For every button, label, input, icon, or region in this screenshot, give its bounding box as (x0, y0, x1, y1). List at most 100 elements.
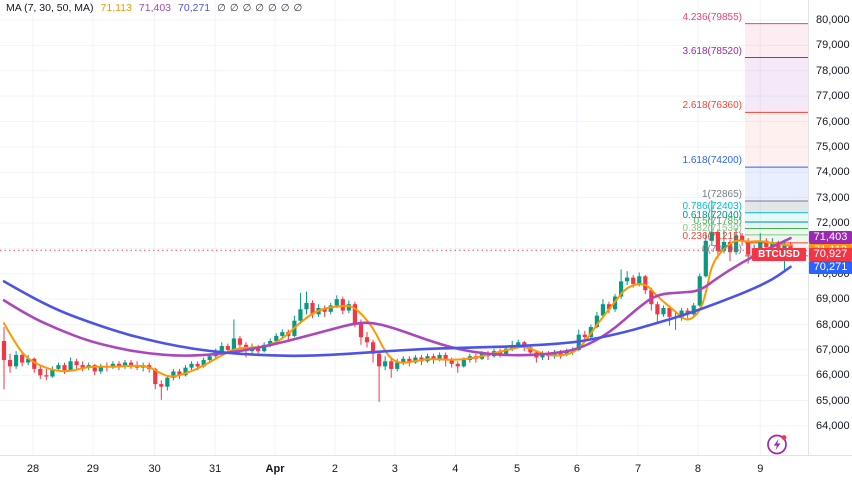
legend-empty-value: ∅ (293, 3, 303, 14)
candle (74, 358, 79, 369)
candle (62, 362, 67, 374)
legend-ma-value: 71,403 (138, 2, 172, 14)
candle (298, 292, 303, 324)
legend-empty-value: ∅ (268, 3, 277, 14)
indicator-legend-title: MA (7, 30, 50, MA) (6, 2, 94, 14)
candle (98, 363, 103, 374)
candle (364, 332, 370, 348)
candle (600, 299, 606, 319)
candle (534, 351, 539, 363)
candles-layer (1, 200, 793, 402)
y-axis-label: 80,000 (816, 14, 850, 26)
y-axis-label: 68,000 (816, 318, 850, 331)
x-axis-label: 31 (209, 463, 222, 475)
candle (20, 352, 25, 367)
x-axis-label: 2 (331, 463, 338, 475)
x-axis-label: 9 (757, 463, 764, 475)
quick-trade-button[interactable] (764, 431, 790, 457)
candle (122, 360, 128, 369)
candle (68, 357, 73, 372)
candle (80, 361, 85, 372)
x-axis-label: Apr (265, 463, 285, 475)
candle (128, 360, 134, 369)
candle (177, 368, 182, 380)
x-axis-label: 7 (634, 463, 642, 475)
x-axis-label: 3 (391, 463, 398, 475)
candle (655, 301, 660, 322)
x-axis-label: 28 (26, 463, 40, 475)
y-axis-label: 77,000 (816, 90, 850, 103)
y-axis-label: 71,000 (816, 242, 850, 255)
candle (171, 368, 176, 381)
ma-line-ma7 (3, 239, 792, 378)
candle (709, 200, 714, 246)
candle (667, 306, 672, 326)
candle (189, 361, 194, 371)
y-axis-label: 74,000 (816, 166, 850, 179)
moving-averages-layer (2, 236, 792, 378)
y-axis-label: 69,000 (816, 293, 850, 306)
candle (237, 335, 243, 349)
candle (377, 351, 382, 402)
candle (455, 361, 460, 373)
candle (38, 365, 43, 380)
candle (691, 302, 696, 317)
candle (110, 361, 115, 369)
candle (661, 305, 666, 317)
candle (413, 354, 418, 364)
lightning-bolt-icon (767, 434, 787, 455)
candle (1, 327, 7, 390)
legend-empty-value: ∅ (280, 3, 290, 14)
candle (304, 291, 309, 315)
y-axis-label: 64,000 (816, 420, 850, 432)
candle (7, 353, 13, 373)
candle (425, 353, 430, 363)
fib-lines (745, 23, 808, 257)
candle (740, 233, 745, 246)
x-axis-label: 4 (452, 463, 459, 475)
candle (50, 366, 55, 378)
fib-zones (745, 23, 808, 256)
candle (26, 354, 31, 366)
legend-empty-value: ∅ (255, 3, 265, 14)
legend-empty-value: ∅ (242, 3, 252, 14)
time-axis[interactable]: 28 29 30 31 Apr 2 3 4 5 6 7 8 9 (0, 455, 852, 485)
y-axis-label: 70,000 (816, 267, 850, 280)
candle (328, 302, 333, 315)
candle (703, 233, 708, 278)
y-axis-label: 73,000 (816, 191, 850, 204)
candle (389, 358, 394, 378)
x-axis-label: 6 (573, 463, 580, 475)
candle (280, 329, 285, 339)
ma-line-ma30 (2, 236, 792, 357)
price-axis[interactable]: 80,000 79,000 78,000 77,000 76,000 75,000 74,0… (808, 0, 852, 455)
y-axis-label: 72,000 (816, 217, 850, 229)
y-axis-label: 76,000 (816, 115, 850, 128)
y-axis-label: 75,000 (816, 140, 850, 153)
candle (32, 357, 37, 373)
candle (44, 368, 49, 381)
candle (183, 365, 188, 377)
candle (383, 356, 388, 371)
candle (310, 300, 315, 319)
x-axis-label: 30 (148, 463, 161, 475)
candle (159, 380, 164, 400)
y-axis-label: 79,000 (816, 39, 850, 52)
legend-empty-value: ∅ (229, 3, 239, 14)
candle (625, 271, 630, 286)
candle (606, 301, 612, 314)
x-axis-label: 29 (86, 463, 100, 475)
candle (673, 311, 678, 331)
legend-empty-value: ∅ (217, 3, 226, 14)
candle (165, 375, 170, 391)
y-axis-label: 65,000 (816, 394, 850, 407)
grid-lines (0, 0, 808, 455)
candle (14, 351, 19, 369)
ma-line-ma50 (2, 265, 792, 358)
x-axis-label: 8 (694, 463, 701, 475)
legend-ma-value: 71,113 (100, 2, 132, 14)
candle (231, 319, 236, 352)
candle (322, 305, 327, 317)
y-axis-label: 78,000 (816, 64, 850, 77)
